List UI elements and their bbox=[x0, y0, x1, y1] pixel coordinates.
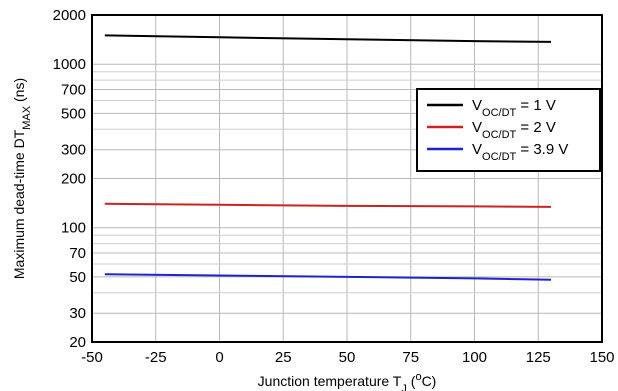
legend-label: VOC/DT = 2 V bbox=[472, 119, 556, 141]
y-tick-label: 70 bbox=[69, 245, 86, 262]
legend-label: VOC/DT = 3.9 V bbox=[472, 141, 568, 163]
legend-label: VOC/DT = 1 V bbox=[472, 97, 556, 119]
tick-labels: -50 -25 0 25 50 75 100 125 150 20 30 50 70 100 200 300 5… bbox=[53, 7, 615, 366]
x-tick-label: 50 bbox=[339, 349, 356, 366]
y-tick-label: 300 bbox=[61, 142, 86, 159]
series-line-3 bbox=[104, 273, 552, 281]
y-tick-label: 200 bbox=[61, 171, 86, 188]
y-tick-label: 1000 bbox=[53, 56, 86, 73]
series-line-1 bbox=[104, 34, 552, 43]
y-tick-label: 30 bbox=[69, 305, 86, 322]
x-tick-label: 100 bbox=[462, 349, 487, 366]
x-axis-label: Junction temperature TJ (oC) bbox=[258, 371, 437, 391]
x-tick-label: -50 bbox=[81, 349, 103, 366]
y-tick-label: 700 bbox=[61, 82, 86, 99]
x-tick-label: 150 bbox=[589, 349, 614, 366]
x-tick-label: 0 bbox=[215, 349, 223, 366]
y-tick-label: 20 bbox=[69, 334, 86, 351]
legend-box bbox=[416, 88, 601, 172]
y-tick-label: 500 bbox=[61, 105, 86, 122]
x-tick-label: 75 bbox=[402, 349, 419, 366]
series-line-2 bbox=[104, 202, 552, 208]
x-tick-label: -25 bbox=[145, 349, 167, 366]
y-tick-label: 2000 bbox=[53, 7, 86, 24]
y-tick-label: 100 bbox=[61, 220, 86, 237]
grid bbox=[91, 14, 603, 343]
plot-frame bbox=[91, 14, 603, 343]
series-lines bbox=[104, 34, 552, 281]
y-tick-label: 50 bbox=[69, 269, 86, 286]
x-tick-label: 125 bbox=[526, 349, 551, 366]
y-axis-label: Maximum dead-time DTMAX (ns) bbox=[11, 78, 33, 279]
x-tick-label: 25 bbox=[275, 349, 292, 366]
